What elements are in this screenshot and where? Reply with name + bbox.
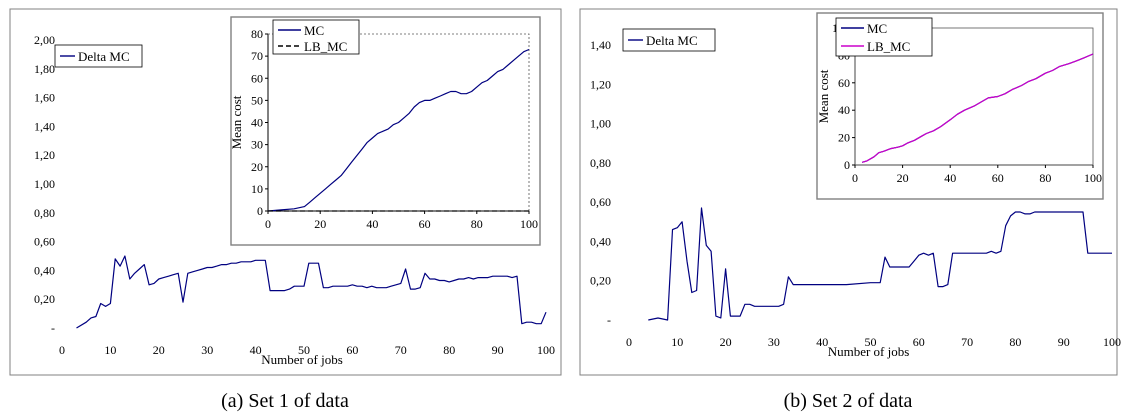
inset-chart: 0 10 20 30 40 50 60 70 80 0 20 40 60 80 100 Mean cost MC… <box>229 16 541 246</box>
x-tick-label: 20 <box>720 335 732 349</box>
panel-b-caption: (b) Set 2 of data <box>784 390 913 412</box>
inset-x-tick-label: 40 <box>366 217 378 231</box>
y-tick-label: 2,00 <box>34 33 55 47</box>
y-tick-label: 1,40 <box>590 38 611 52</box>
panel-a-chart: - 0,20 0,40 0,60 0,80 1,00 1,20 1,40 1,60 1,80 2,0… <box>34 16 555 367</box>
x-tick-label: 40 <box>250 343 262 357</box>
y-tick-label: 0,80 <box>34 206 55 220</box>
y-tick-label: 0,80 <box>590 156 611 170</box>
x-tick-label: 10 <box>671 335 683 349</box>
inset-x-tick-label: 0 <box>265 217 271 231</box>
inset-plot-border <box>854 27 1094 166</box>
inset-x-tick-label: 0 <box>852 171 858 185</box>
x-tick-label: 60 <box>913 335 925 349</box>
x-tick-label: 90 <box>492 343 504 357</box>
inset-y-tick-label: 60 <box>251 71 263 85</box>
x-tick-label: 50 <box>298 343 310 357</box>
y-tick-label: 1,20 <box>590 77 611 91</box>
inset-y-tick-label: 70 <box>251 49 263 63</box>
y-tick-label: 1,00 <box>34 177 55 191</box>
y-tick-label: 1,20 <box>34 148 55 162</box>
legend-label-lb-mc: LB_MC <box>867 39 910 54</box>
x-tick-label: 60 <box>346 343 358 357</box>
inset-x-tick-label: 20 <box>314 217 326 231</box>
inset-x-tick-label: 40 <box>944 171 956 185</box>
inset-y-tick-label: 40 <box>838 103 850 117</box>
legend-main: Delta MC <box>622 28 716 52</box>
x-tick-label: 80 <box>443 343 455 357</box>
legend-label-mc: MC <box>867 21 887 36</box>
inset-x-tick-label: 20 <box>897 171 909 185</box>
y-tick-label: - <box>607 313 611 327</box>
x-tick-label: 40 <box>816 335 828 349</box>
x-tick-label: 30 <box>201 343 213 357</box>
y-tick-label: 0,20 <box>590 274 611 288</box>
y-tick-label: 1,60 <box>34 91 55 105</box>
x-tick-label: 70 <box>961 335 973 349</box>
y-tick-label: 0,40 <box>34 263 55 277</box>
y-tick-label: 1,40 <box>34 119 55 133</box>
x-tick-label: 20 <box>153 343 165 357</box>
inset-y-tick-label: 80 <box>251 27 263 41</box>
x-axis-label: Number of jobs <box>261 352 343 367</box>
inset-y-axis-label: Mean cost <box>816 69 831 123</box>
inset-x-tick-label: 80 <box>471 217 483 231</box>
inset-y-tick-label: 30 <box>251 138 263 152</box>
x-tick-label: 100 <box>537 343 555 357</box>
inset-y-tick-label: 50 <box>251 93 263 107</box>
inset-x-tick-label: 80 <box>1039 171 1051 185</box>
inset-y-tick-label: 60 <box>838 76 850 90</box>
y-tick-label: - <box>51 321 55 335</box>
y-tick-label: 1,00 <box>590 117 611 131</box>
inset-x-tick-label: 100 <box>520 217 538 231</box>
inset-frame <box>230 16 541 246</box>
x-tick-label: 0 <box>59 343 65 357</box>
inset-y-axis-label: Mean cost <box>229 95 244 149</box>
inset-x-tick-label: 60 <box>419 217 431 231</box>
y-tick-label: 0,60 <box>590 195 611 209</box>
legend-inset: MC LB_MC <box>835 17 933 57</box>
legend-frame <box>622 28 716 52</box>
inset-y-tick-label: 40 <box>251 116 263 130</box>
legend-label-lb-mc: LB_MC <box>304 39 347 54</box>
y-tick-label: 0,40 <box>590 234 611 248</box>
inset-x-tick-label: 100 <box>1084 171 1102 185</box>
legend-inset-frame <box>272 19 360 55</box>
inset-line-mc <box>267 48 530 212</box>
delta-mc-line <box>648 207 1112 321</box>
x-tick-label: 30 <box>768 335 780 349</box>
panel-a-caption: (a) Set 1 of data <box>221 390 349 412</box>
delta-mc-line <box>76 255 547 329</box>
legend-label-mc: MC <box>304 23 324 38</box>
y-tick-label: 0,60 <box>34 235 55 249</box>
inset-line-lb-mc <box>861 53 1094 163</box>
inset-plot-border <box>268 33 530 211</box>
x-tick-label: 70 <box>395 343 407 357</box>
legend-main: Delta MC <box>54 44 143 68</box>
x-tick-label: 0 <box>626 335 632 349</box>
legend-frame <box>54 44 143 68</box>
inset-y-tick-label: 20 <box>251 160 263 174</box>
legend-label-delta-mc: Delta MC <box>78 49 130 64</box>
legend-inset-frame <box>835 17 933 57</box>
inset-y-tick-label: 20 <box>838 131 850 145</box>
panel-b-chart: - 0,20 0,40 0,60 0,80 1,00 1,20 1,40 0 10 20 30 40 50… <box>590 12 1121 359</box>
x-tick-label: 90 <box>1058 335 1070 349</box>
x-tick-label: 80 <box>1009 335 1021 349</box>
x-tick-label: 10 <box>104 343 116 357</box>
inset-x-tick-label: 60 <box>992 171 1004 185</box>
x-tick-label: 50 <box>865 335 877 349</box>
x-axis-label: Number of jobs <box>828 344 910 359</box>
inset-y-tick-label: 0 <box>257 204 263 218</box>
x-tick-label: 100 <box>1103 335 1121 349</box>
inset-y-tick-label: 10 <box>251 182 263 196</box>
legend-label-delta-mc: Delta MC <box>646 33 698 48</box>
y-tick-label: 1,80 <box>34 62 55 76</box>
y-tick-label: 0,20 <box>34 292 55 306</box>
inset-y-tick-label: 0 <box>844 158 850 172</box>
